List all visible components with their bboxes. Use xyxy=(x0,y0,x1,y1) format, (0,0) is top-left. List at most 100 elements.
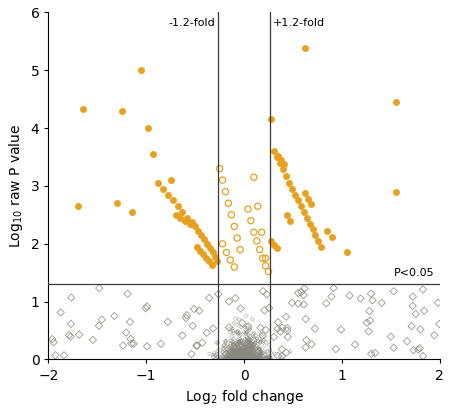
Point xyxy=(284,334,291,340)
Point xyxy=(127,336,134,342)
Point xyxy=(240,329,247,335)
Point xyxy=(256,346,263,353)
Point xyxy=(229,325,236,332)
Point xyxy=(237,351,244,358)
Point xyxy=(249,355,256,362)
Point xyxy=(306,220,313,227)
Point xyxy=(118,107,125,114)
Point xyxy=(286,348,294,355)
Point xyxy=(210,352,217,358)
Point xyxy=(357,295,364,302)
Point xyxy=(242,344,249,350)
Point xyxy=(182,217,189,224)
Point xyxy=(307,201,314,208)
Point xyxy=(231,348,238,355)
Point xyxy=(157,341,165,347)
Point xyxy=(248,351,255,357)
Point xyxy=(242,344,249,351)
Point xyxy=(243,348,250,354)
Point xyxy=(241,344,249,350)
Point xyxy=(243,333,250,340)
Point xyxy=(254,346,262,352)
Point xyxy=(229,355,236,361)
Point xyxy=(301,45,308,52)
Point xyxy=(252,349,259,356)
Point xyxy=(256,354,263,361)
Point xyxy=(154,180,161,186)
Y-axis label: Log$_{10}$ raw P value: Log$_{10}$ raw P value xyxy=(7,124,25,248)
Point xyxy=(236,356,243,362)
Point xyxy=(323,228,331,234)
Point xyxy=(227,355,235,362)
Point xyxy=(248,348,255,355)
Point xyxy=(230,355,237,361)
Point xyxy=(248,346,255,352)
Point xyxy=(257,355,264,362)
Point xyxy=(243,329,250,335)
Point xyxy=(268,116,275,123)
Point xyxy=(232,351,239,358)
Point xyxy=(246,354,253,360)
Point xyxy=(246,348,253,355)
Point xyxy=(227,354,235,361)
Point xyxy=(229,353,236,360)
Point xyxy=(248,347,255,354)
Point xyxy=(239,355,246,361)
Point xyxy=(251,354,258,361)
Point xyxy=(227,349,234,356)
Point xyxy=(242,348,249,355)
Point xyxy=(255,353,262,359)
Point xyxy=(230,320,237,327)
Point xyxy=(248,354,255,360)
Point xyxy=(258,354,265,361)
Point xyxy=(263,291,271,298)
Point xyxy=(215,291,222,297)
Point xyxy=(224,351,231,357)
Point xyxy=(231,355,239,361)
Point xyxy=(249,351,256,358)
Point xyxy=(243,356,250,363)
Point xyxy=(230,341,238,348)
Point xyxy=(232,351,239,358)
Point xyxy=(233,355,240,361)
Point xyxy=(250,337,257,344)
Point xyxy=(235,356,242,362)
Point xyxy=(390,344,397,351)
Point xyxy=(248,341,255,348)
Point xyxy=(235,352,242,359)
Point xyxy=(243,351,250,357)
Point xyxy=(226,348,233,354)
Point xyxy=(420,307,428,314)
Point xyxy=(229,346,236,352)
Point xyxy=(245,343,253,350)
Point xyxy=(255,356,262,362)
Point xyxy=(247,351,254,358)
Point xyxy=(247,340,254,347)
Point xyxy=(231,354,239,361)
Point xyxy=(206,294,213,301)
Point xyxy=(244,206,252,212)
Point xyxy=(219,345,226,352)
Point xyxy=(238,324,245,330)
Point xyxy=(234,328,241,335)
Point xyxy=(244,338,251,344)
Point xyxy=(249,347,256,353)
Point xyxy=(261,356,268,362)
Point xyxy=(245,332,252,338)
Point xyxy=(232,340,239,347)
Point xyxy=(249,346,257,353)
Point xyxy=(228,353,235,360)
Point xyxy=(242,354,249,361)
Point xyxy=(241,354,248,361)
Point xyxy=(248,344,255,351)
Point xyxy=(239,347,246,354)
Point xyxy=(233,347,240,354)
Point xyxy=(256,345,263,352)
Point xyxy=(264,354,271,360)
Point xyxy=(231,349,238,355)
Point xyxy=(226,344,233,351)
Point xyxy=(251,341,258,348)
Point xyxy=(248,346,255,352)
Point xyxy=(244,355,251,362)
Point xyxy=(253,352,260,359)
